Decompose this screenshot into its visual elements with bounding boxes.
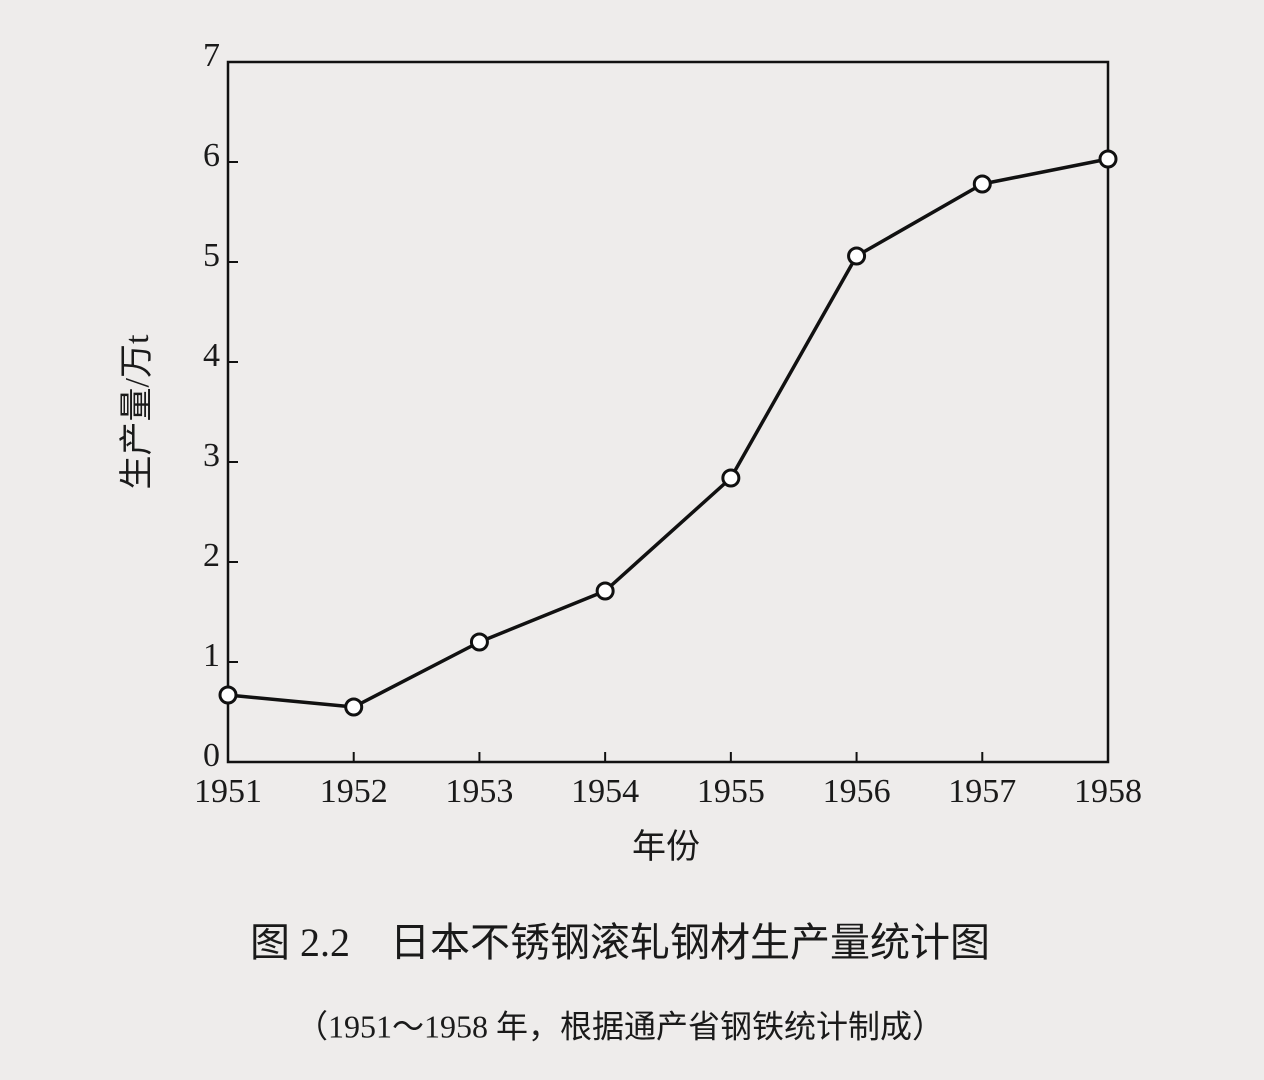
y-tick-label: 6 (203, 137, 220, 174)
x-tick-label: 1954 (571, 773, 639, 810)
x-tick-label: 1952 (320, 773, 388, 810)
y-tick-label: 3 (203, 437, 220, 474)
point-marker (218, 685, 238, 705)
y-tick-label: 7 (203, 37, 220, 74)
x-axis-label: 年份 (632, 828, 700, 866)
y-axis-label: 生产量/万t (118, 334, 156, 489)
point-marker (972, 174, 992, 194)
point-marker (469, 632, 489, 652)
y-tick-label: 2 (203, 537, 220, 574)
y-tick-label: 1 (203, 637, 220, 674)
x-tick-label: 1956 (823, 773, 891, 810)
chart-title: 图 2.2 日本不锈钢滚轧钢材生产量统计图 (250, 920, 990, 965)
y-tick-label: 4 (203, 337, 220, 374)
line (227, 157, 1109, 709)
point-marker (721, 468, 741, 488)
x-tick-label: 1955 (697, 773, 765, 810)
x-tick-label: 1951 (194, 773, 262, 810)
y-tick-label: 5 (203, 237, 220, 274)
plot-frame (226, 60, 1110, 764)
point-marker (1098, 149, 1118, 169)
x-tick-label: 1957 (948, 773, 1016, 810)
chart-subtitle: （1951～1958 年，根据通产省钢铁统计制成） (296, 1008, 944, 1044)
point-marker (847, 246, 867, 266)
point-marker (344, 697, 364, 717)
x-tick-label: 1958 (1074, 773, 1142, 810)
point-marker (595, 581, 615, 601)
x-tick-label: 1953 (445, 773, 513, 810)
y-tick-label: 0 (203, 737, 220, 774)
